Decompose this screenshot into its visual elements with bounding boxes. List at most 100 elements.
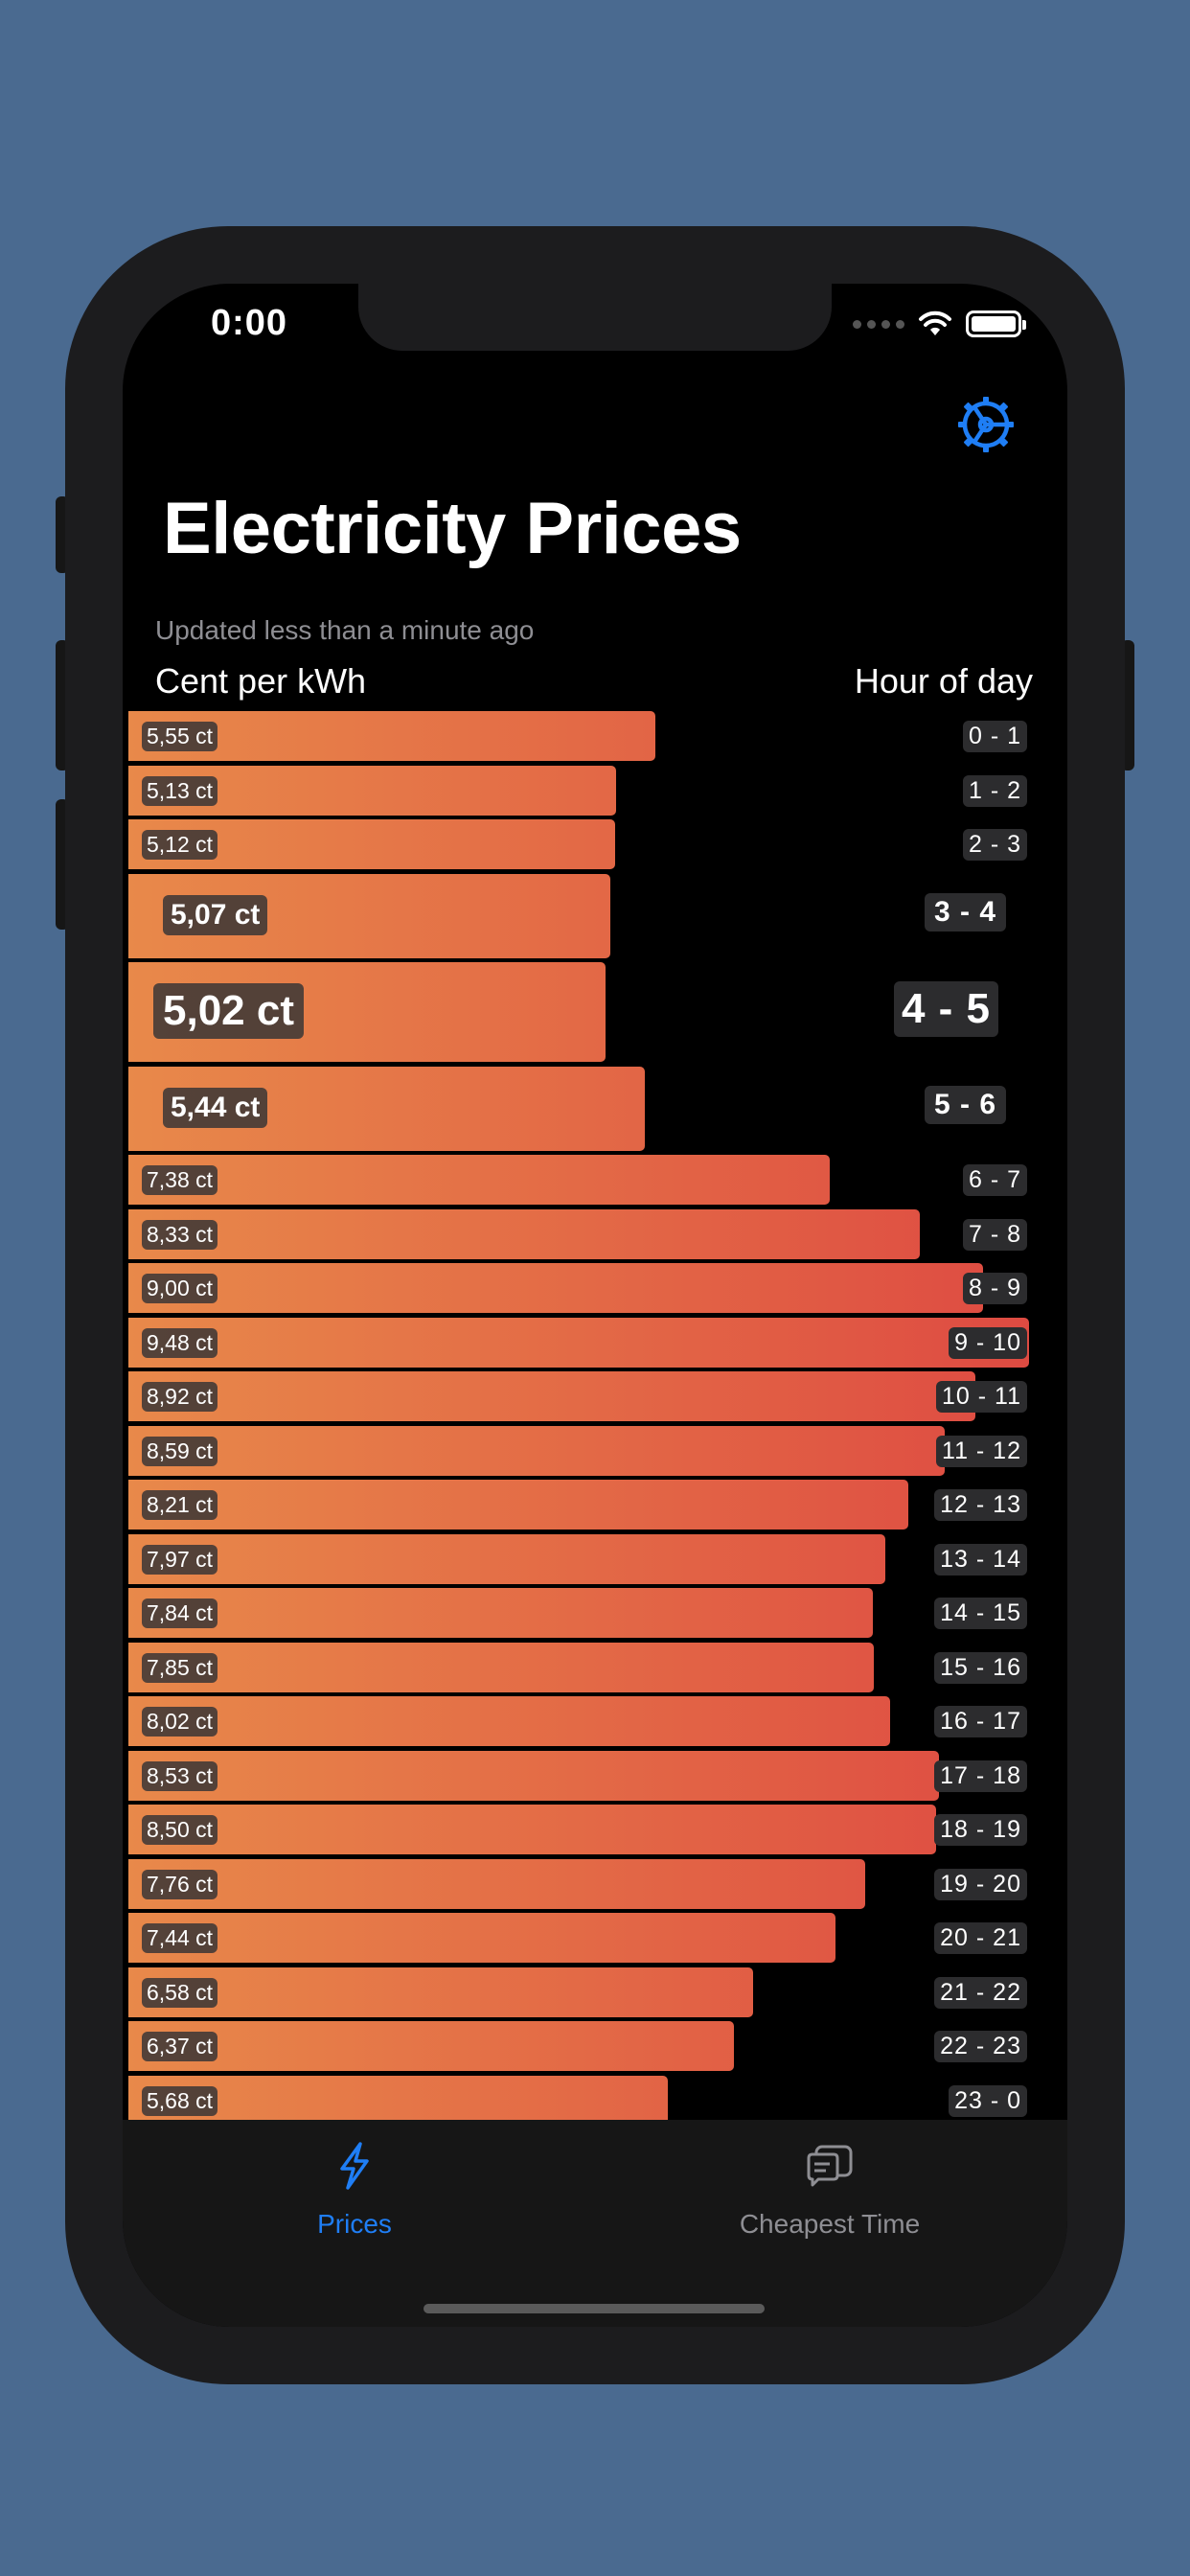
status-icons xyxy=(853,310,1026,337)
tab-bar: Prices Cheapest Time xyxy=(123,2120,1067,2327)
chart-row: 5,55 ct 0 - 1 xyxy=(123,711,1067,761)
price-label: 6,37 ct xyxy=(142,2032,218,2061)
price-label: 8,02 ct xyxy=(142,1707,218,1736)
price-label: 5,68 ct xyxy=(142,2085,218,2116)
chart-row: 7,84 ct 14 - 15 xyxy=(123,1588,1067,1638)
settings-button[interactable] xyxy=(956,395,1016,454)
chart-row: 8,59 ct 11 - 12 xyxy=(123,1425,1067,1476)
price-label: 7,76 ct xyxy=(142,1869,218,1899)
chart-row: 5,68 ct 23 - 0 xyxy=(123,2075,1067,2126)
hour-label: 14 - 15 xyxy=(934,1598,1027,1629)
hour-label: 5 - 6 xyxy=(924,1085,1006,1124)
price-label: 8,50 ct xyxy=(142,1815,218,1845)
hour-label: 3 - 4 xyxy=(924,892,1006,932)
price-bar xyxy=(128,1371,976,1421)
price-label: 7,85 ct xyxy=(142,1652,218,1683)
chart-row: 7,44 ct 20 - 21 xyxy=(123,1913,1067,1963)
price-bar xyxy=(128,1480,909,1530)
price-label: 6,58 ct xyxy=(142,1977,218,2008)
chart-row: 8,21 ct 12 - 13 xyxy=(123,1480,1067,1530)
hour-label: 0 - 1 xyxy=(962,721,1027,752)
price-label: 8,21 ct xyxy=(142,1490,218,1520)
hour-label: 21 - 22 xyxy=(934,1976,1027,2009)
signal-icon xyxy=(853,319,904,329)
hour-label: 12 - 13 xyxy=(934,1489,1027,1521)
notch xyxy=(358,284,832,351)
price-bar xyxy=(128,2075,669,2126)
hour-label: 13 - 14 xyxy=(934,1543,1027,1576)
tab-cheapest-time[interactable]: Cheapest Time xyxy=(638,2141,1021,2256)
chart-row: 6,37 ct 22 - 23 xyxy=(123,2021,1067,2071)
price-label: 5,02 ct xyxy=(153,983,304,1039)
chart-row: 5,13 ct 1 - 2 xyxy=(123,765,1067,816)
hour-label: 17 - 18 xyxy=(934,1760,1027,1792)
price-bar xyxy=(128,1533,886,1584)
gear-icon xyxy=(958,397,1014,452)
chart-row: 8,33 ct 7 - 8 xyxy=(123,1208,1067,1259)
hour-label: 9 - 10 xyxy=(949,1326,1027,1359)
price-label: 5,13 ct xyxy=(142,775,218,806)
price-label: 8,33 ct xyxy=(142,1219,218,1250)
price-label: 5,07 ct xyxy=(163,894,268,935)
hour-label: 10 - 11 xyxy=(936,1381,1027,1413)
unit-label: Cent per kWh xyxy=(155,661,367,701)
chart-row: 9,48 ct 9 - 10 xyxy=(123,1317,1067,1368)
price-bar xyxy=(128,1588,874,1638)
home-indicator xyxy=(423,2304,765,2313)
price-bar xyxy=(128,1263,984,1313)
hour-label: 22 - 23 xyxy=(934,2031,1027,2062)
price-bar xyxy=(128,1858,866,1909)
bolt-icon xyxy=(340,2142,369,2190)
hour-label: 6 - 7 xyxy=(962,1164,1027,1196)
price-bar xyxy=(128,1155,830,1205)
price-label: 7,84 ct xyxy=(142,1598,218,1628)
updated-timestamp: Updated less than a minute ago xyxy=(155,615,535,645)
hour-label: Hour of day xyxy=(854,661,1033,701)
chart-row: 5,44 ct 5 - 6 xyxy=(123,1066,1067,1151)
price-bar xyxy=(128,1696,891,1746)
hour-label: 15 - 16 xyxy=(934,1651,1027,1684)
chart-row: 7,76 ct 19 - 20 xyxy=(123,1858,1067,1909)
chart-row: 7,85 ct 15 - 16 xyxy=(123,1642,1067,1692)
status-time: 0:00 xyxy=(211,303,288,343)
price-bar xyxy=(128,1913,835,1963)
price-label: 8,92 ct xyxy=(142,1382,218,1412)
hour-label: 16 - 17 xyxy=(934,1706,1027,1737)
price-label: 8,53 ct xyxy=(142,1760,218,1791)
chart-row: 5,02 ct 4 - 5 xyxy=(123,962,1067,1062)
tab-prices-label: Prices xyxy=(317,2209,392,2239)
hour-label: 7 - 8 xyxy=(962,1218,1027,1251)
chart-row: 9,00 ct 8 - 9 xyxy=(123,1263,1067,1313)
price-label: 9,48 ct xyxy=(142,1327,218,1358)
price-label: 5,55 ct xyxy=(142,722,218,751)
price-chart: 5,55 ct 0 - 1 5,13 ct 1 - 2 5,12 ct 2 - 3 5,07… xyxy=(123,711,1067,2327)
chart-row: 8,53 ct 17 - 18 xyxy=(123,1750,1067,1801)
chart-row: 7,97 ct 13 - 14 xyxy=(123,1533,1067,1584)
price-label: 5,12 ct xyxy=(142,830,218,860)
price-label: 7,44 ct xyxy=(142,1923,218,1953)
hour-label: 8 - 9 xyxy=(962,1273,1027,1304)
hour-label: 2 - 3 xyxy=(962,829,1027,861)
price-bar xyxy=(128,2021,734,2071)
app-screen: 0:00 xyxy=(123,284,1067,2327)
hour-label: 11 - 12 xyxy=(936,1435,1027,1467)
price-label: 9,00 ct xyxy=(142,1274,218,1303)
chart-row: 8,92 ct 10 - 11 xyxy=(123,1371,1067,1421)
battery-icon xyxy=(966,310,1026,337)
tab-prices[interactable]: Prices xyxy=(163,2141,546,2256)
price-bar xyxy=(128,1805,936,1854)
price-bar xyxy=(128,1966,754,2017)
hour-label: 4 - 5 xyxy=(893,981,998,1037)
chart-row: 8,50 ct 18 - 19 xyxy=(123,1805,1067,1854)
chart-row: 5,07 ct 3 - 4 xyxy=(123,873,1067,958)
chat-bubble-icon xyxy=(807,2145,853,2187)
chart-row: 6,58 ct 21 - 22 xyxy=(123,1966,1067,2017)
wifi-icon xyxy=(919,310,951,335)
hour-label: 20 - 21 xyxy=(934,1922,1027,1954)
hour-label: 19 - 20 xyxy=(934,1868,1027,1900)
hour-label: 23 - 0 xyxy=(949,2084,1027,2117)
hour-label: 1 - 2 xyxy=(962,774,1027,807)
price-label: 7,38 ct xyxy=(142,1165,218,1195)
hour-label: 18 - 19 xyxy=(934,1814,1027,1846)
chart-row: 7,38 ct 6 - 7 xyxy=(123,1155,1067,1205)
